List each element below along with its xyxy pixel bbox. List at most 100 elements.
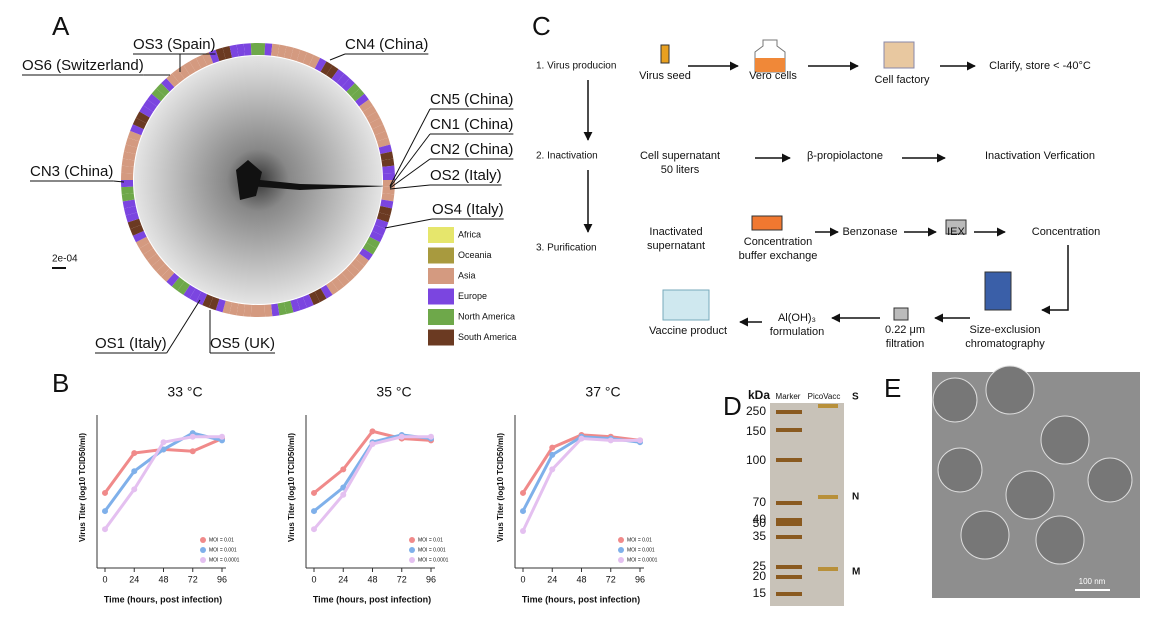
gel-band-label: S [852, 392, 859, 403]
marker-band [776, 458, 802, 462]
ring-segment [229, 302, 239, 316]
ring-segment [243, 43, 252, 56]
ring-segment [243, 304, 252, 317]
flow-node: Size-exclusion [970, 324, 1041, 336]
ring-segment [380, 151, 394, 161]
ring-segment [296, 49, 308, 64]
leader-line [113, 180, 125, 183]
marker-band [776, 565, 802, 569]
ring-segment [215, 298, 226, 313]
ring-segment [264, 43, 273, 56]
panel-label: A [52, 11, 70, 41]
sample-band [818, 495, 838, 499]
leader-line [384, 218, 433, 229]
legend-swatch [428, 309, 454, 325]
ring-segment [264, 304, 273, 317]
x-tick-label: 96 [635, 574, 645, 584]
flow-node: Cell factory [874, 74, 930, 86]
x-tick-label: 72 [397, 574, 407, 584]
sample-band [818, 404, 838, 408]
gel-marker: 250 [746, 404, 766, 418]
data-point [549, 466, 556, 473]
ring-segment [283, 300, 294, 315]
ring-segment [147, 253, 161, 267]
legend-label: MOI = 0.01 [418, 537, 443, 543]
ring-segment [127, 218, 142, 230]
ring-segment [314, 57, 327, 72]
data-point [549, 444, 556, 451]
gel-marker: 40 [753, 512, 767, 526]
ring-segment [123, 144, 138, 155]
flow-node: chromatography [965, 338, 1045, 350]
gel-marker: 15 [753, 586, 767, 600]
legend-swatch [428, 268, 454, 284]
ring-segment [177, 281, 190, 295]
tree-label: OS2 (Italy) [430, 167, 502, 184]
ring-segment [290, 298, 301, 313]
panel-label: C [532, 11, 551, 41]
x-tick-label: 24 [338, 574, 348, 584]
data-point [369, 441, 376, 447]
ring-segment [229, 44, 239, 58]
flow-node: Vaccine product [649, 325, 727, 337]
data-point [340, 484, 347, 491]
tree-ring [121, 43, 395, 317]
ring-segment [183, 284, 196, 299]
legend-swatch [428, 288, 454, 305]
flow-node: Benzonase [842, 226, 897, 238]
ring-segment [156, 83, 170, 97]
legend-label: MOI = 0.001 [418, 547, 446, 553]
flow-node: buffer exchange [739, 250, 818, 262]
legend-label: MOI = 0.0001 [418, 557, 449, 563]
data-point [102, 489, 108, 496]
ring-segment [166, 73, 180, 88]
gel-marker: 35 [753, 529, 767, 543]
ring-segment [362, 242, 377, 255]
ring-segment [378, 144, 393, 155]
ring-segment [326, 65, 339, 79]
flow-icons [660, 39, 1012, 321]
ring-segment [366, 111, 381, 124]
ring-segment [161, 78, 175, 92]
ring-segment [355, 253, 369, 267]
ring-segment [125, 137, 140, 148]
panel-label: E [884, 373, 901, 403]
ring-segment [376, 212, 391, 223]
ring-segment [366, 236, 381, 249]
tree-label: OS6 (Switzerland) [22, 57, 144, 74]
ring-segment [271, 43, 280, 57]
ring-segment [130, 124, 144, 136]
tree-label: CN1 (China) [430, 116, 513, 133]
ring-segment [331, 69, 345, 83]
ring-segment [341, 78, 355, 92]
x-tick-label: 72 [606, 574, 616, 584]
x-tick-label: 24 [547, 574, 557, 584]
legend-label: Oceania [458, 250, 492, 260]
x-tick-label: 24 [129, 574, 139, 584]
tree-label: CN4 (China) [345, 36, 428, 53]
ring-segment [362, 105, 377, 118]
flow-step: 2. Inactivation [536, 151, 598, 162]
flow-step: 1. Virus producion [536, 61, 616, 72]
ring-segment [336, 272, 350, 287]
gel-marker: 20 [753, 569, 767, 583]
legend-label: Asia [458, 270, 476, 280]
ring-segment [171, 69, 185, 83]
ring-segment [127, 130, 142, 142]
data-point [428, 433, 434, 440]
ring-segment [222, 300, 233, 315]
gel-band-label: N [852, 492, 859, 503]
legend-marker [409, 557, 415, 563]
ring-segment [320, 284, 333, 299]
sample-band [818, 567, 838, 571]
flow-node: 50 liters [661, 164, 700, 176]
ring-segment [372, 124, 386, 136]
data-point [131, 486, 138, 493]
legend-marker [200, 557, 206, 563]
gel-lane: PicoVacc [808, 392, 841, 401]
ring-segment [139, 242, 154, 255]
y-axis-label: Virus Titer (log10 TCID50/ml) [496, 433, 505, 542]
legend-swatch [428, 227, 454, 243]
legend-marker [200, 537, 206, 543]
ring-segment [302, 294, 314, 308]
